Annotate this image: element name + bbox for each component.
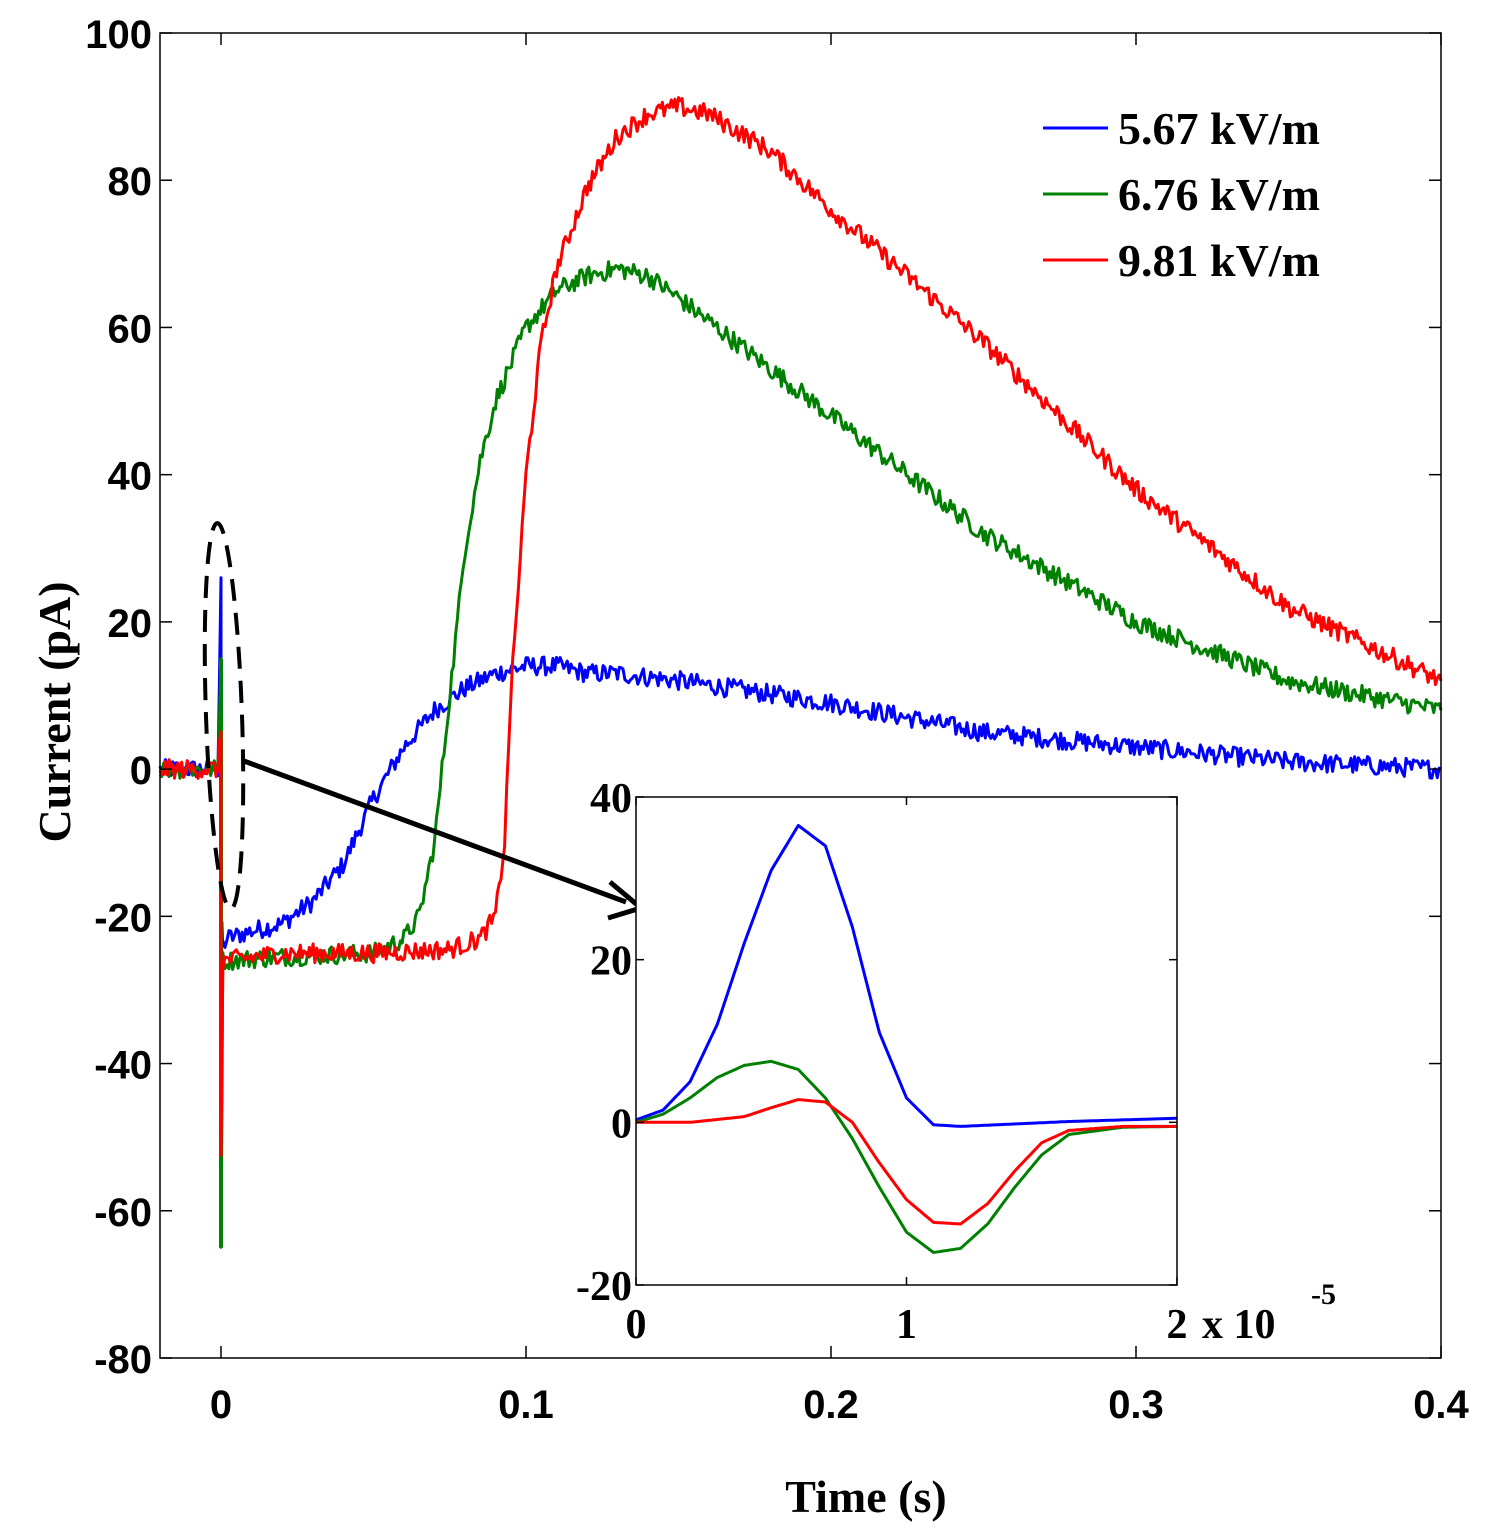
y-tick-label: 100 <box>85 13 152 57</box>
y-tick-label: 80 <box>108 160 153 204</box>
x-tick-label: 0.3 <box>1108 1383 1164 1427</box>
x-tick-label: 0 <box>210 1383 232 1427</box>
y-tick-label: -60 <box>94 1191 152 1235</box>
inset-series-line-3 <box>636 1098 1177 1226</box>
inset-series-line-1 <box>635 824 1177 1128</box>
legend-label-1: 5.67 kV/m <box>1118 103 1320 154</box>
series-line-3 <box>158 96 1443 1157</box>
y-tick-label: -20 <box>94 896 152 940</box>
highlight-ellipse <box>202 521 246 911</box>
inset-x-multiplier-exponent: -5 <box>1311 1278 1336 1311</box>
y-tick-label: 60 <box>108 307 153 351</box>
main-axes-frame <box>159 32 1442 1359</box>
inset-x-tick-label: 2 <box>1167 1302 1188 1348</box>
legend-label-3: 9.81 kV/m <box>1118 235 1320 286</box>
inset-series-line-2 <box>635 1059 1177 1254</box>
inset-x-tick-label: 0 <box>626 1302 647 1348</box>
x-tick-label: 0.2 <box>803 1383 859 1427</box>
y-tick-label: 40 <box>108 455 153 499</box>
x-tick-label: 0.4 <box>1413 1383 1469 1427</box>
zoom-arrow <box>243 758 627 905</box>
legend-label-2: 6.76 kV/m <box>1118 169 1320 220</box>
y-tick-label: 20 <box>108 602 153 646</box>
x-tick-label: 0.1 <box>498 1383 554 1427</box>
inset-x-tick-label: 1 <box>896 1302 917 1348</box>
inset-y-tick-label: 20 <box>590 939 632 985</box>
inset-background <box>636 797 1177 1285</box>
y-tick-label: -40 <box>94 1044 152 1088</box>
inset-x-multiplier: x 10 <box>1202 1302 1276 1348</box>
y-tick-label: -80 <box>94 1338 152 1382</box>
series-line-1 <box>158 576 1442 1002</box>
x-axis-label: Time (s) <box>785 1471 946 1522</box>
y-axis-label: Current (pA) <box>29 581 80 842</box>
inset-y-tick-label: 40 <box>590 776 632 822</box>
inset-y-tick-label: -20 <box>576 1264 632 1310</box>
y-tick-label: 0 <box>130 749 152 793</box>
inset-y-tick-label: 0 <box>611 1101 632 1147</box>
